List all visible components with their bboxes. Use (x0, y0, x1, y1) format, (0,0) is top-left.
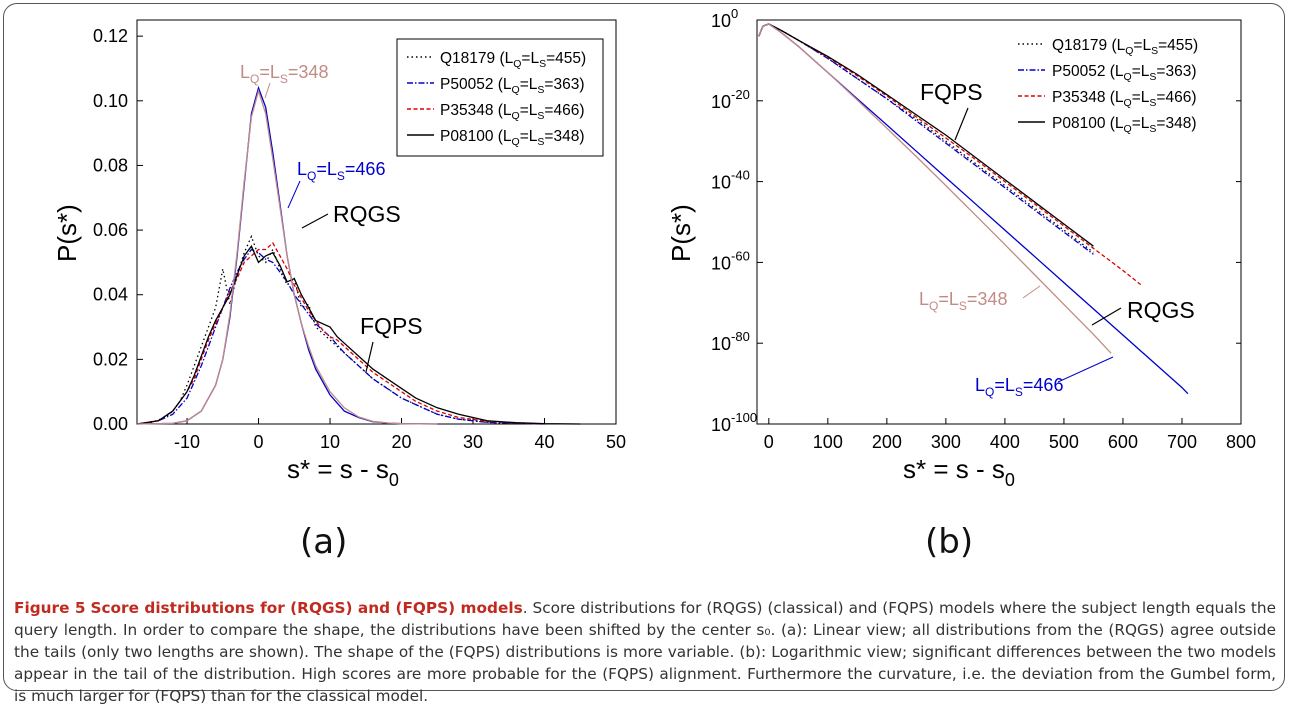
annotation-a-l348-arrow (264, 82, 271, 99)
annotation-a-l466-arrow (287, 180, 301, 209)
chart-b-xtick-label: 700 (1167, 432, 1197, 452)
chart-a-legend-label: Q18179 (LQ=LS=455) (440, 50, 586, 70)
caption-figure-label: Figure 5 (14, 599, 86, 617)
annotation-b-rqgs-arrow (1091, 307, 1122, 326)
chart-b-legend: Q18179 (LQ=LS=455) P50052 (LQ=LS=363) P353… (1018, 37, 1198, 135)
chart-a-xtick-label: -10 (174, 432, 200, 452)
chart-b-series-line-1 (758, 23, 1094, 255)
chart-a-xlabel: s* = s - s0 (287, 454, 399, 490)
annotation-a-rqgs: RQGS (333, 201, 401, 227)
chart-b-legend-label: Q18179 (LQ=LS=455) (1052, 37, 1198, 57)
annotation-a-fqps-arrow (365, 341, 374, 373)
annotation-a-fqps: FQPS (360, 313, 423, 339)
chart-b-annotations: FQPS LQ=LS=348 RQGS LQ=LS=466 (919, 79, 1195, 399)
chart-b: 0 100 200 300 400 500 600 700 800 100 10-20 10-40 10… (666, 6, 1256, 490)
panel-label-b: (b) (925, 522, 974, 562)
chart-b-ytick-label: 10-20 (711, 87, 750, 112)
chart-a-series-line-3 (136, 244, 581, 425)
annotation-a-rqgs-arrow (301, 213, 329, 229)
figure-frame (3, 3, 1285, 691)
figure-canvas: -10 0 10 20 30 40 50 0.00 0.02 0.04 0.06 0.08 0.10 0.… (52, 6, 1256, 490)
figure-caption: Figure 5 Score distributions for (RQGS) … (14, 597, 1276, 707)
annotation-b-fqps: FQPS (920, 79, 983, 105)
annotation-a-l466: LQ=LS=466 (297, 159, 385, 183)
chart-a-ytick-label: 0.04 (93, 285, 128, 305)
chart-b-plot-area (756, 19, 1242, 425)
chart-a-series-line-2 (136, 241, 545, 425)
chart-b-xtick-label: 500 (1049, 432, 1079, 452)
chart-b-series-line-5 (758, 23, 1112, 354)
chart-a-series-line-1 (136, 248, 545, 425)
chart-b-ytick-label: 10-40 (711, 168, 750, 193)
chart-b-xtick-label: 600 (1108, 432, 1138, 452)
chart-b-xtick-label: 100 (813, 432, 843, 452)
chart-a-xtick-label: 30 (463, 432, 483, 452)
chart-a-xtick-label: 50 (606, 432, 626, 452)
chart-a-legend-label: P35348 (LQ=LS=466) (440, 102, 584, 122)
chart-b-xtick-label: 200 (872, 432, 902, 452)
chart-a-series-line-0 (136, 234, 545, 425)
chart-a-legend-box (396, 38, 604, 157)
chart-b-xlabel: s* = s - s0 (903, 454, 1015, 490)
chart-a-ytick-label: 0.06 (93, 220, 128, 240)
chart-a-ytick-label: 0.12 (93, 26, 128, 46)
chart-b-series-line-3 (758, 23, 1094, 247)
chart-b-legend-label: P35348 (LQ=LS=466) (1052, 89, 1196, 109)
chart-a-xtick-label: 40 (534, 432, 554, 452)
chart-b-legend-label: P50052 (LQ=LS=363) (1052, 63, 1196, 83)
chart-b-ylabel: P(s*) (666, 204, 696, 262)
chart-b-ytick-label: 10-100 (711, 410, 757, 435)
chart-a-annotations: LQ=LS=348 LQ=LS=466 RQGS FQPS (240, 62, 423, 373)
chart-a-legend-label: P50052 (LQ=LS=363) (440, 76, 584, 96)
chart-b-xtick-label: 400 (990, 432, 1020, 452)
panel-label-a: (a) (300, 522, 348, 562)
annotation-b-rqgs: RQGS (1127, 297, 1195, 323)
chart-a-ytick-label: 0.08 (93, 155, 128, 175)
chart-a-plot-area (136, 19, 617, 425)
chart-b-xtick-label: 800 (1226, 432, 1256, 452)
chart-a-xtick-label: 0 (254, 432, 264, 452)
chart-b-ytick-label: 10-80 (711, 329, 750, 354)
chart-a-ylabel: P(s*) (52, 204, 82, 262)
chart-a-series-line-5 (136, 88, 438, 425)
annotation-a-l348: LQ=LS=348 (240, 62, 328, 86)
caption-body: . Score distributions for (RQGS) (classi… (14, 599, 1276, 705)
chart-a: -10 0 10 20 30 40 50 0.00 0.02 0.04 0.06 0.08 0.10 0.… (52, 19, 626, 490)
chart-b-xtick-label: 300 (931, 432, 961, 452)
chart-b-legend-label: P08100 (LQ=LS=348) (1052, 115, 1196, 135)
chart-b-series-line-0 (758, 23, 1094, 253)
annotation-b-l348-arrow (1022, 285, 1041, 299)
chart-a-legend: Q18179 (LQ=LS=455) P50052 (LQ=LS=363) P353… (396, 38, 604, 157)
chart-a-ytick-label: 0.02 (93, 349, 128, 369)
annotation-b-l466: LQ=LS=466 (975, 375, 1063, 399)
chart-a-ytick-label: 0.00 (93, 414, 128, 434)
annotation-b-l348: LQ=LS=348 (919, 289, 1007, 313)
chart-a-xtick-label: 20 (392, 432, 412, 452)
annotation-b-l466-arrow (1057, 356, 1114, 383)
chart-a-legend-label: P08100 (LQ=LS=348) (440, 128, 584, 148)
chart-a-xtick-label: 10 (320, 432, 340, 452)
chart-a-ytick-label: 0.10 (93, 91, 128, 111)
annotation-b-fqps-arrow (954, 107, 969, 141)
chart-b-ytick-label: 10-60 (711, 248, 750, 273)
chart-b-ytick-label: 100 (711, 6, 738, 31)
caption-title: Score distributions for (RQGS) and (FQPS… (90, 599, 523, 617)
chart-b-xtick-label: 0 (764, 432, 774, 452)
